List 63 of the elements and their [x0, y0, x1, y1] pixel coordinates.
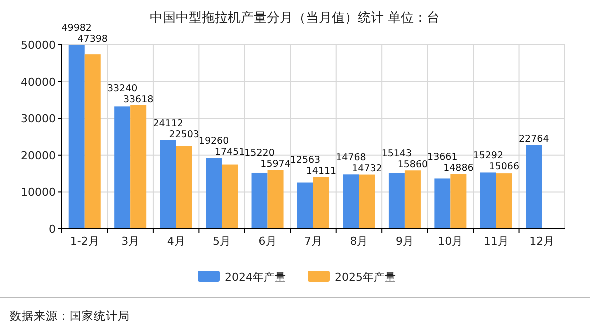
- data-label: 19260: [198, 136, 230, 148]
- data-label: 15292: [473, 150, 504, 162]
- data-label: 15066: [489, 162, 520, 173]
- bar: [84, 54, 101, 229]
- bar: [206, 158, 222, 229]
- data-label: 12563: [290, 155, 321, 166]
- data-label: 14732: [352, 164, 382, 175]
- x-tick-label: 4月: [167, 235, 186, 248]
- data-label: 15860: [398, 160, 428, 171]
- x-tick-label: 5月: [213, 235, 232, 248]
- data-label: 15143: [382, 148, 412, 160]
- bar: [176, 146, 192, 229]
- x-tick-label: 11月: [484, 235, 509, 248]
- x-tick-label: 8月: [350, 235, 368, 248]
- data-label: 15974: [260, 159, 291, 170]
- bar: [450, 174, 467, 229]
- data-label: 22764: [519, 134, 550, 146]
- data-label: 15220: [244, 148, 275, 160]
- data-label: 33618: [123, 94, 154, 106]
- bar: [222, 164, 238, 229]
- x-tick-label: 1-2月: [70, 235, 100, 248]
- data-label: 13661: [428, 152, 458, 164]
- bar: [388, 173, 405, 229]
- x-tick-label: 12月: [530, 235, 555, 248]
- y-tick-label: 20000: [21, 149, 56, 162]
- x-tick-label: 10月: [438, 235, 464, 248]
- bar: [314, 177, 330, 229]
- x-tick-label: 6月: [258, 235, 277, 248]
- data-label: 49982: [62, 23, 92, 34]
- bar: [404, 170, 421, 229]
- y-tick-label: 0: [49, 223, 56, 236]
- bar: [526, 145, 542, 229]
- x-tick-label: 7月: [304, 235, 322, 248]
- bar: [343, 174, 360, 229]
- bar: [268, 170, 284, 229]
- y-tick-label: 10000: [21, 186, 56, 200]
- bar: [480, 172, 496, 229]
- data-label: 33240: [107, 83, 138, 94]
- x-tick-label: 9月: [396, 235, 414, 248]
- y-tick-label: 40000: [21, 76, 56, 89]
- bar: [160, 140, 176, 229]
- bar: [496, 174, 512, 229]
- y-tick-label: 30000: [21, 112, 56, 126]
- bar: [130, 105, 147, 229]
- y-tick-label: 50000: [21, 39, 56, 52]
- bar: [68, 45, 85, 229]
- legend-label: 2025年产量: [335, 271, 396, 284]
- bar: [114, 106, 131, 229]
- bar: [434, 178, 451, 229]
- bar: [359, 174, 376, 229]
- data-label: 14768: [336, 152, 366, 164]
- data-label: 47398: [78, 34, 108, 46]
- bar: [252, 172, 268, 229]
- bar: [297, 182, 314, 229]
- legend-label: 2024年产量: [225, 271, 286, 284]
- x-tick-label: 3月: [122, 235, 140, 248]
- data-label: 14886: [444, 163, 474, 174]
- data-label: 17451: [214, 147, 246, 158]
- data-label: 24112: [153, 118, 184, 130]
- source-note: 数据来源：国家统计局: [10, 309, 130, 323]
- chart-title: 中国中型拖拉机产量分月（当月值）统计 单位：台: [150, 11, 440, 26]
- data-label: 14111: [306, 166, 337, 178]
- data-label: 22503: [169, 129, 200, 140]
